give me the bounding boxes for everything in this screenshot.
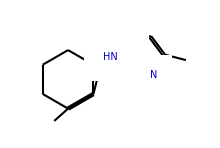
Text: S: S [128, 33, 134, 43]
Text: N: N [150, 70, 157, 80]
Text: HN: HN [103, 52, 118, 62]
